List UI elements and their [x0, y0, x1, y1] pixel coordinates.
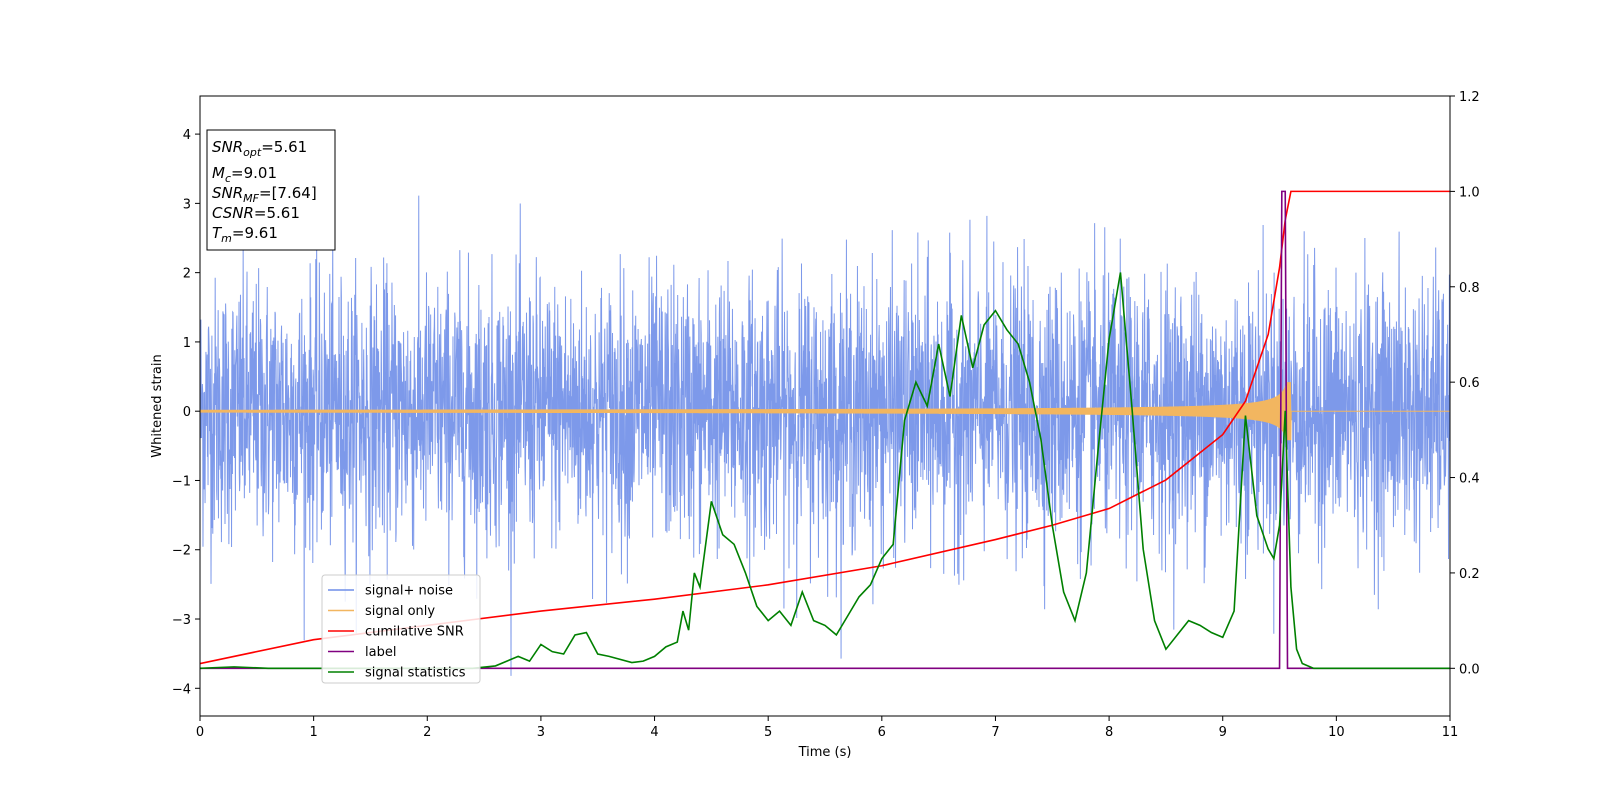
- legend: signal+ noise signal only cumilative SNR la…: [321, 574, 481, 684]
- y2-tick-label: 0.4: [1459, 472, 1480, 487]
- y-tick-label: 2: [183, 267, 191, 282]
- legend-label-label: label: [365, 645, 396, 660]
- annotation-symbol: T: [212, 224, 223, 242]
- plot-frame: [199, 95, 1451, 717]
- x-tick-label: 11: [1442, 725, 1459, 740]
- y2-tick-label: 0.8: [1459, 281, 1480, 296]
- legend-label-cumilative-snr: cumilative SNR: [365, 625, 464, 640]
- series-line-signal-statistics: [200, 272, 1450, 670]
- y-tick-label: −2: [172, 544, 191, 559]
- y-tick-label: 3: [183, 197, 191, 212]
- annotation-symbol: M: [212, 164, 225, 182]
- annotation-line: Tm=9.61: [212, 224, 278, 245]
- y2-tick-label: 0.2: [1459, 567, 1480, 582]
- x-tick-label: 0: [196, 725, 204, 740]
- x-tick-label: 9: [1219, 725, 1227, 740]
- annotation-line: SNRMF=[7.64]: [212, 184, 317, 205]
- x-axis-label: Time (s): [798, 745, 852, 760]
- x-tick-label: 5: [764, 725, 772, 740]
- annotation-subscript: c: [225, 172, 231, 185]
- annotation-symbol: SNR: [212, 138, 243, 156]
- annotation-line: Mc=9.01: [212, 164, 277, 185]
- y-tick-label: −4: [172, 682, 191, 697]
- annotation-line: CSNR=5.61: [212, 204, 300, 222]
- annotation-value: =9.61: [232, 224, 278, 242]
- y-tick-label: 1: [183, 336, 191, 351]
- legend-frame: [321, 574, 481, 684]
- x-tick-label: 7: [991, 725, 999, 740]
- series-line-cumilative-snr: [200, 190, 1450, 665]
- y-tick-label: 0: [183, 405, 191, 420]
- y-tick-label: −3: [172, 613, 191, 628]
- y-axis-right: 0.0 0.2 0.4 0.6 0.8 1.0 1.2: [1450, 90, 1480, 677]
- annotation-value: =9.01: [231, 164, 277, 182]
- annotation-box: SNRopt=5.61Mc=9.01SNRMF=[7.64]CSNR=5.61T…: [206, 129, 336, 251]
- annotation-value: =5.61: [261, 138, 307, 156]
- annotation-symbol: SNR: [212, 184, 243, 202]
- x-tick-label: 10: [1328, 725, 1345, 740]
- x-tick-label: 4: [650, 725, 658, 740]
- x-tick-label: 6: [878, 725, 886, 740]
- x-tick-label: 1: [309, 725, 317, 740]
- series-layer: [200, 190, 1450, 676]
- y2-tick-label: 1.2: [1459, 90, 1480, 105]
- y-axis-left: −4 −3 −2 −1 0 1 2 3 4: [172, 128, 200, 697]
- series-line-signal-only: [200, 382, 1450, 441]
- legend-label-signal-noise: signal+ noise: [365, 584, 453, 599]
- legend-label-signal-only: signal only: [365, 604, 435, 619]
- y2-tick-label: 0.0: [1459, 662, 1480, 677]
- y2-tick-label: 1.0: [1459, 185, 1480, 200]
- annotation-line: SNRopt=5.61: [212, 138, 307, 159]
- y-axis-label: Whitened strain: [150, 354, 165, 457]
- annotation-symbol: CSNR: [212, 204, 254, 222]
- annotation-subscript: MF: [243, 192, 259, 205]
- x-axis: 0 1 2 3 4 5 6 7 8 9 10 11: [196, 716, 1458, 740]
- legend-label-signal-statistics: signal statistics: [365, 666, 466, 681]
- annotation-subscript: m: [221, 232, 232, 245]
- x-tick-label: 2: [423, 725, 431, 740]
- x-tick-label: 3: [537, 725, 545, 740]
- y2-tick-label: 0.6: [1459, 376, 1480, 391]
- x-tick-label: 8: [1105, 725, 1113, 740]
- annotation-frame: [206, 129, 336, 251]
- y-tick-label: 4: [183, 128, 191, 143]
- annotation-value: =5.61: [254, 204, 300, 222]
- y-tick-label: −1: [172, 474, 191, 489]
- annotation-subscript: opt: [243, 146, 262, 159]
- annotation-value: =[7.64]: [259, 184, 317, 202]
